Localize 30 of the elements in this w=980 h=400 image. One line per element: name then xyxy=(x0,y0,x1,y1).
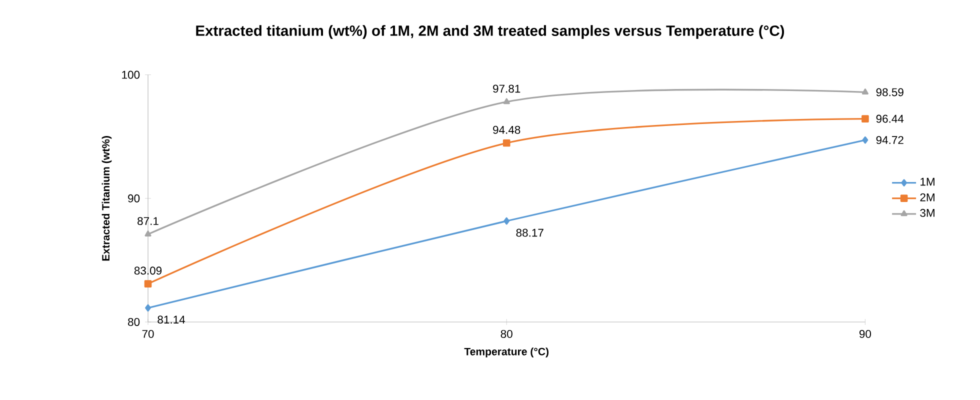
legend-label: 2M xyxy=(920,193,934,202)
data-label: 88.17 xyxy=(516,228,544,237)
legend-label: 3M xyxy=(920,208,934,217)
point xyxy=(503,98,510,104)
data-label: 94.72 xyxy=(876,136,904,144)
y-tick-label: 90 xyxy=(128,194,140,202)
data-label: 81.14 xyxy=(158,316,186,324)
point xyxy=(862,88,868,94)
legend-label: 1M xyxy=(920,178,934,186)
x-tick-label: 70 xyxy=(142,330,154,338)
point xyxy=(504,217,510,225)
point xyxy=(862,136,868,144)
data-label: 94.48 xyxy=(493,126,520,134)
point xyxy=(145,304,151,312)
x-tick-label: 80 xyxy=(500,330,512,338)
chart-title: Extracted titanium (wt%) of 1M, 2M and 3M treated samples versus Temperature (°C) xyxy=(196,25,784,39)
point xyxy=(502,139,510,147)
y-axis-title: Extracted Titanium (wt%) xyxy=(102,136,112,261)
y-tick-label: 100 xyxy=(122,70,140,79)
data-label: 96.44 xyxy=(876,114,904,123)
x-axis-title: Temperature (°C) xyxy=(464,348,548,358)
point xyxy=(144,230,152,236)
data-label: 87.1 xyxy=(138,217,158,226)
data-label: 98.59 xyxy=(876,88,904,96)
data-label: 97.81 xyxy=(493,84,520,93)
y-tick-label: 80 xyxy=(128,318,140,326)
point xyxy=(862,115,869,122)
data-label: 83.09 xyxy=(134,266,162,275)
x-tick-label: 90 xyxy=(859,330,872,338)
point xyxy=(144,280,152,288)
